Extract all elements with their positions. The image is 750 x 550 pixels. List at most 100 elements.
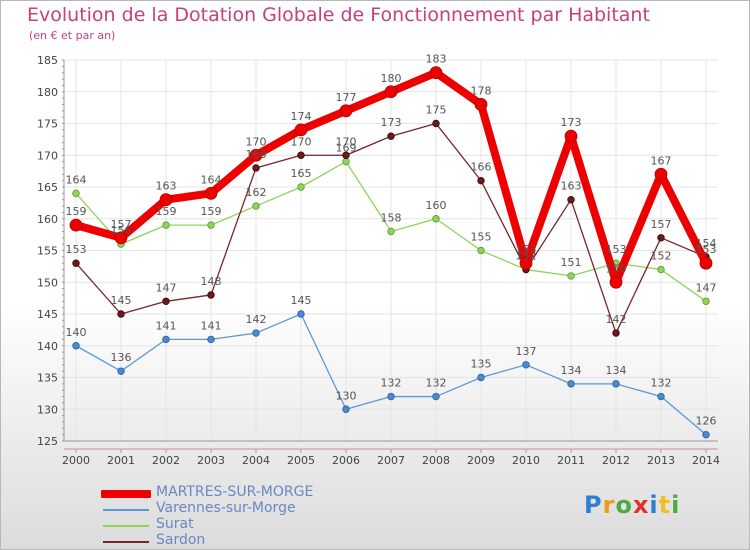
x-tick-label: 2014 [692,454,720,467]
data-label-sardon: 152 [516,250,537,263]
data-label-sardon: 175 [426,104,447,117]
legend-label-varennes: Varennes-sur-Morge [156,500,296,516]
data-point-surat [162,221,170,229]
data-point-surat [342,157,350,166]
data-label-sardon: 163 [561,180,582,193]
data-point-varennes [432,392,440,401]
data-point-surat [387,227,395,236]
data-point-martres [204,186,218,200]
chart-title: Evolution de la Dotation Globale de Fonc… [27,4,650,26]
data-point-martres [114,231,128,245]
data-point-varennes [297,310,305,318]
data-label-varennes: 126 [696,415,717,428]
legend-label-surat: Surat [156,516,194,532]
logo-letter: P [584,491,603,519]
y-tick-label: 130 [37,403,58,416]
x-tick-label: 2012 [602,454,630,467]
data-label-sardon: 142 [606,313,627,326]
data-point-varennes [72,342,80,350]
data-label-varennes: 145 [291,294,312,307]
data-point-martres [159,193,173,207]
data-label-martres: 164 [201,173,222,186]
x-tick-label: 2005 [287,454,315,467]
data-point-varennes [612,380,620,388]
data-point-surat [252,202,260,210]
y-tick-label: 180 [37,86,58,99]
data-point-martres [654,167,668,181]
data-label-varennes: 134 [606,364,627,377]
x-tick-label: 2010 [512,454,540,467]
data-label-sardon: 154 [696,237,717,250]
x-tick-label: 2011 [557,454,585,467]
data-label-surat: 153 [606,243,627,256]
data-label-varennes: 130 [336,389,357,402]
data-label-varennes: 132 [426,377,447,390]
data-label-sardon: 145 [111,294,132,307]
data-point-sardon [342,151,350,159]
data-label-martres: 157 [111,218,132,231]
data-point-varennes [702,430,710,439]
y-tick-label: 135 [37,372,58,385]
data-label-surat: 147 [696,281,717,294]
data-point-sardon [162,297,170,305]
data-point-varennes [657,392,665,401]
data-label-surat: 156 [111,224,132,237]
data-point-martres [339,104,353,118]
data-label-surat: 152 [516,250,537,263]
data-point-varennes [207,335,215,344]
chart-subtitle: (en € et par an) [29,29,116,42]
data-point-sardon [252,164,260,172]
data-point-surat [432,215,440,223]
data-point-varennes [342,405,350,413]
logo-letter: t [658,491,672,519]
data-label-martres: 153 [696,243,717,256]
data-label-martres: 173 [561,116,582,129]
data-point-sardon [657,234,665,242]
data-point-sardon [567,195,575,204]
data-label-martres: 180 [381,72,402,85]
data-label-surat: 151 [561,256,582,269]
data-point-varennes [117,367,125,375]
logo-letter: r [602,491,616,519]
data-point-surat [207,221,215,229]
data-point-martres [519,256,533,270]
data-label-martres: 163 [156,180,177,193]
data-point-varennes [522,361,530,369]
series-layer [69,66,713,439]
data-point-sardon [387,132,395,140]
data-point-surat [657,265,665,274]
data-point-surat [72,189,80,198]
data-point-sardon [297,151,305,159]
data-label-martres: 153 [516,243,537,256]
data-label-varennes: 132 [381,377,402,390]
data-label-martres: 159 [66,205,87,218]
data-label-varennes: 141 [201,319,222,332]
data-label-sardon: 148 [201,275,222,288]
data-label-surat: 159 [156,205,177,218]
data-point-varennes [387,392,395,401]
data-point-martres [429,66,443,80]
y-tick-label: 175 [37,118,58,131]
data-label-martres: 183 [426,53,447,66]
y-tick-label: 170 [37,149,58,162]
data-point-martres [69,218,83,232]
x-tick-label: 2000 [62,454,90,467]
data-point-varennes [162,335,170,344]
logo-letter: x [632,491,650,519]
data-point-martres [294,123,308,137]
data-label-sardon: 168 [246,148,267,161]
proxiti-logo: Proxiti [584,491,680,519]
data-point-varennes [567,380,575,388]
data-point-sardon [72,259,80,267]
data-point-sardon [432,119,440,128]
data-point-martres [609,275,623,289]
legend-label-sardon: Sardon [156,532,206,548]
data-label-surat: 169 [336,142,357,155]
data-label-sardon: 170 [336,135,357,148]
data-point-surat [477,246,485,255]
y-tick-label: 165 [37,181,58,194]
data-label-surat: 152 [651,250,672,263]
legend-swatch-sardon [103,541,149,543]
data-label-sardon: 173 [381,116,402,129]
